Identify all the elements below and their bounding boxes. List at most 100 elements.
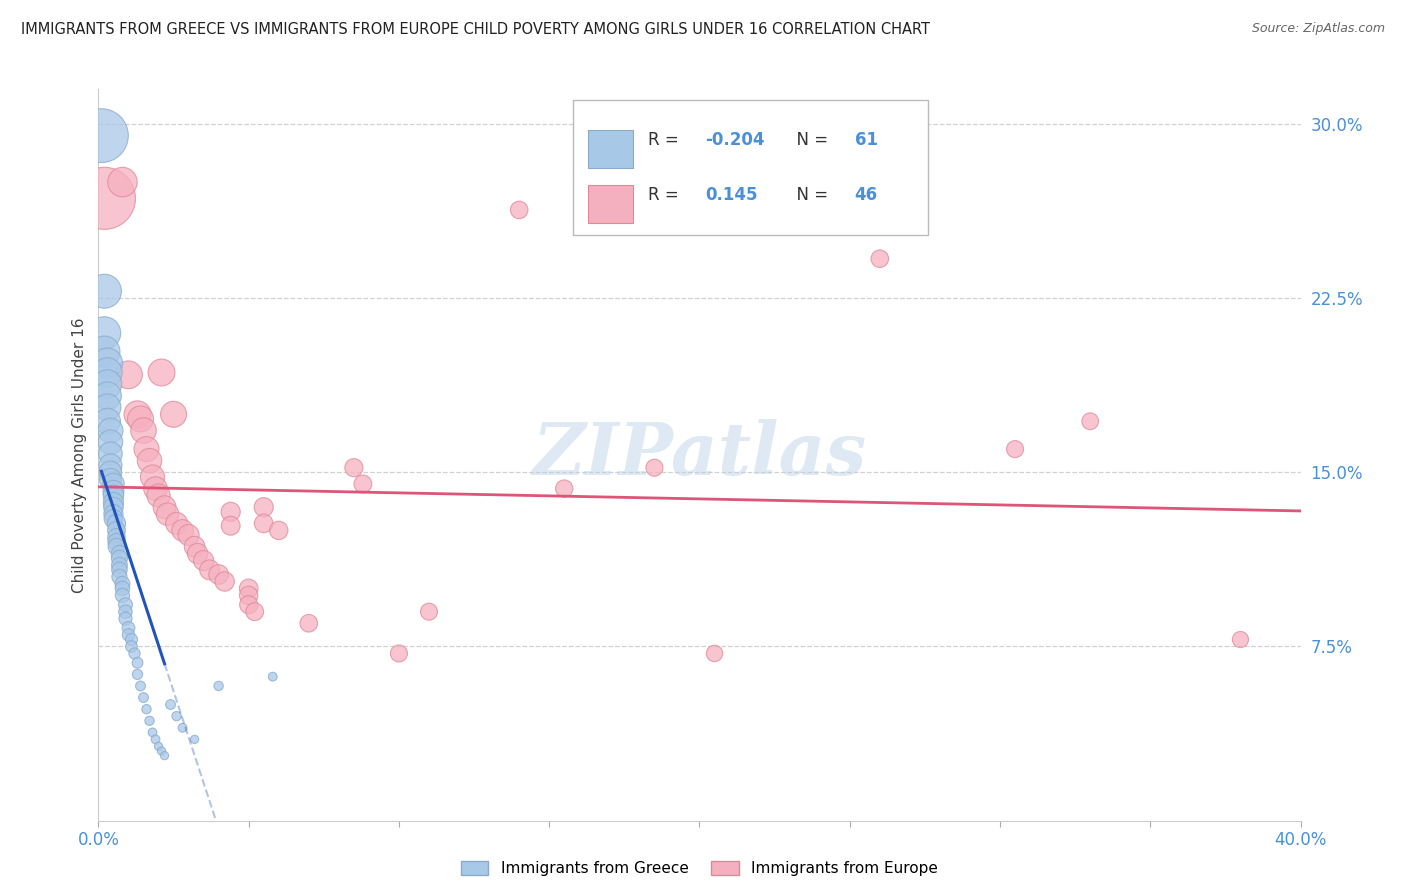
Point	[643, 460, 665, 475]
Point	[388, 647, 411, 661]
Point	[100, 424, 122, 438]
Point	[105, 516, 128, 531]
Text: 0.145: 0.145	[706, 186, 758, 204]
Point	[103, 489, 125, 503]
Point	[108, 551, 131, 566]
Point	[145, 482, 167, 496]
Point	[117, 621, 139, 635]
Point	[103, 477, 125, 491]
Point	[1229, 632, 1251, 647]
Point	[238, 598, 260, 612]
Point	[111, 582, 134, 596]
Text: N =: N =	[786, 131, 834, 149]
Point	[150, 744, 173, 758]
Text: 46: 46	[855, 186, 877, 204]
Point	[135, 702, 157, 716]
Point	[108, 547, 131, 561]
Text: 61: 61	[855, 131, 877, 149]
Point	[148, 739, 170, 754]
Point	[148, 489, 170, 503]
Point	[127, 656, 149, 670]
Text: R =: R =	[648, 131, 683, 149]
Point	[219, 518, 242, 533]
Point	[156, 507, 179, 521]
Point	[103, 507, 125, 521]
Point	[117, 368, 139, 382]
Point	[129, 412, 152, 426]
Point	[138, 454, 160, 468]
Point	[162, 407, 184, 421]
Point	[172, 524, 194, 538]
Point	[96, 389, 118, 403]
Point	[103, 500, 125, 515]
Point	[96, 377, 118, 392]
Point	[553, 482, 575, 496]
Text: IMMIGRANTS FROM GREECE VS IMMIGRANTS FROM EUROPE CHILD POVERTY AMONG GIRLS UNDER: IMMIGRANTS FROM GREECE VS IMMIGRANTS FRO…	[21, 22, 931, 37]
Point	[159, 698, 181, 712]
Point	[100, 466, 122, 480]
Point	[145, 732, 167, 747]
Point	[111, 576, 134, 591]
Point	[132, 690, 155, 705]
Point	[105, 530, 128, 544]
Point	[153, 748, 176, 763]
Text: R =: R =	[648, 186, 689, 204]
Point	[214, 574, 236, 589]
Point	[93, 326, 115, 340]
Point	[703, 647, 725, 661]
Point	[1004, 442, 1026, 456]
Point	[166, 709, 188, 723]
Point	[238, 588, 260, 602]
Point	[100, 472, 122, 486]
Point	[114, 605, 136, 619]
Point	[100, 435, 122, 450]
Point	[93, 284, 115, 298]
Point	[262, 670, 284, 684]
Point	[108, 563, 131, 577]
Point	[114, 598, 136, 612]
Point	[96, 414, 118, 428]
Point	[508, 202, 530, 217]
Point	[219, 505, 242, 519]
Point	[183, 540, 205, 554]
Point	[198, 563, 221, 577]
Point	[352, 477, 374, 491]
Point	[208, 679, 231, 693]
Point	[105, 535, 128, 549]
Point	[93, 344, 115, 359]
Point	[166, 516, 188, 531]
Point	[105, 540, 128, 554]
Point	[153, 500, 176, 515]
Point	[193, 553, 215, 567]
Point	[869, 252, 891, 266]
Point	[150, 366, 173, 380]
Point	[121, 640, 143, 654]
Point	[238, 582, 260, 596]
Point	[343, 460, 366, 475]
Point	[105, 524, 128, 538]
Text: Source: ZipAtlas.com: Source: ZipAtlas.com	[1251, 22, 1385, 36]
Point	[103, 495, 125, 509]
Point	[172, 721, 194, 735]
Y-axis label: Child Poverty Among Girls Under 16: Child Poverty Among Girls Under 16	[72, 318, 87, 592]
Point	[117, 628, 139, 642]
Text: ZIPatlas: ZIPatlas	[533, 419, 866, 491]
Point	[96, 366, 118, 380]
Point	[253, 500, 276, 515]
Point	[138, 714, 160, 728]
Point	[111, 175, 134, 189]
Point	[108, 558, 131, 573]
Text: -0.204: -0.204	[706, 131, 765, 149]
Point	[90, 128, 112, 143]
Point	[208, 567, 231, 582]
Point	[132, 424, 155, 438]
Point	[127, 407, 149, 421]
Point	[100, 458, 122, 473]
FancyBboxPatch shape	[574, 100, 928, 235]
Bar	[588, 185, 633, 223]
Point	[187, 547, 209, 561]
Point	[111, 588, 134, 602]
Point	[103, 483, 125, 498]
Point	[127, 667, 149, 681]
Point	[1078, 414, 1101, 428]
